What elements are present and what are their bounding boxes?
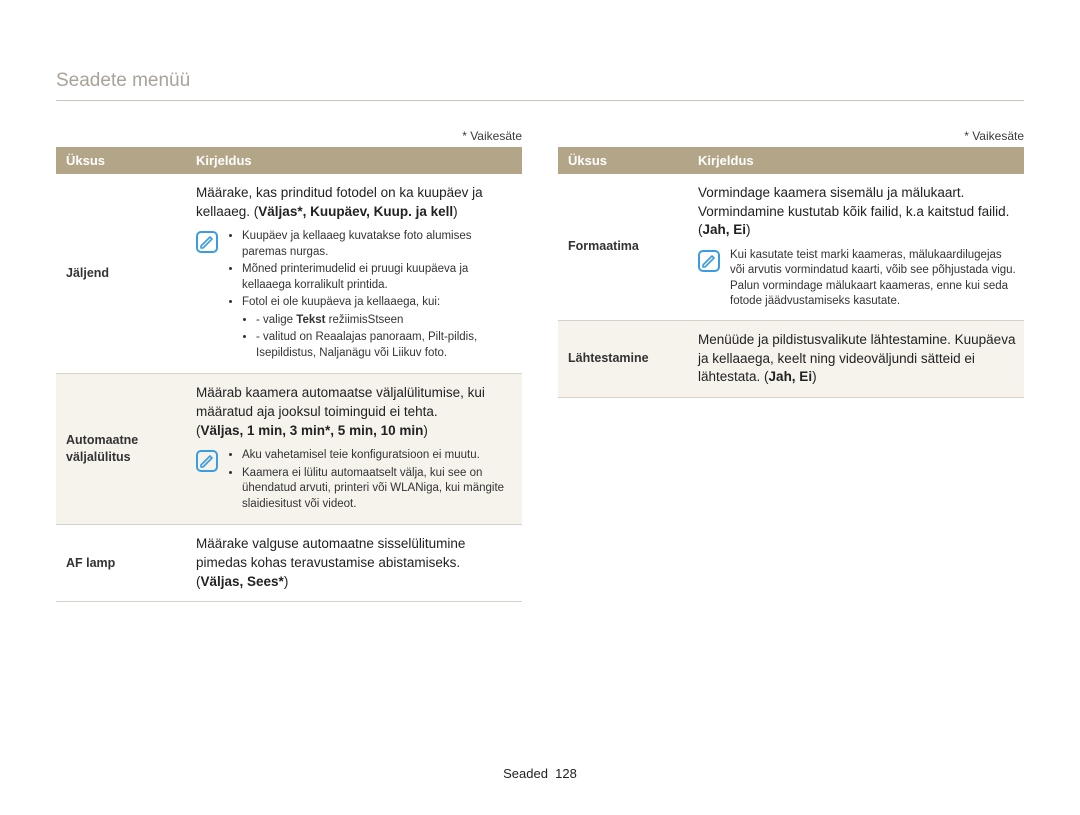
- info-body: Aku vahetamisel teie konfiguratsioon ei …: [228, 448, 514, 514]
- sub-bullet: valige Tekst režiimisStseen: [256, 313, 514, 329]
- item-label: Formaatima: [558, 174, 688, 320]
- page-title: Seadete menüü: [56, 70, 1024, 100]
- bullet-text: Fotol ei ole kuupäeva ja kellaaega, kui:: [242, 296, 440, 308]
- table-row: Automaatne väljalülitus Määrab kaamera a…: [56, 374, 522, 525]
- intro-post: ): [746, 222, 751, 237]
- table-header-row: Üksus Kirjeldus: [56, 147, 522, 174]
- intro-bold: Jah, Ei: [703, 222, 747, 237]
- footer-label: Seaded: [503, 766, 548, 781]
- header-item: Üksus: [56, 147, 186, 174]
- item-desc: Määrake, kas prinditud fotodel on ka kuu…: [186, 174, 522, 374]
- table-header-row: Üksus Kirjeldus: [558, 147, 1024, 174]
- item-label: Automaatne väljalülitus: [56, 374, 186, 525]
- info-body: Kui kasutate teist marki kaameras, mäluk…: [730, 248, 1016, 310]
- item-desc: Vormindage kaamera sisemälu ja mälukaart…: [688, 174, 1024, 320]
- info-block: Aku vahetamisel teie konfiguratsioon ei …: [196, 448, 514, 514]
- intro-bold: Jah, Ei: [769, 369, 813, 384]
- intro-bold: Väljas*, Kuupäev, Kuup. ja kell: [258, 204, 453, 219]
- opt-post: ): [423, 423, 428, 438]
- intro-post: ): [453, 204, 458, 219]
- page-footer: Seaded 128: [0, 766, 1080, 781]
- bullet: Fotol ei ole kuupäeva ja kellaaega, kui:…: [242, 295, 514, 361]
- default-note-left: * Vaikesäte: [56, 129, 522, 143]
- settings-table-right: Üksus Kirjeldus Formaatima Vormindage ka…: [558, 147, 1024, 398]
- opt-bold: Väljas, Sees*: [201, 574, 284, 589]
- bullet: Kuupäev ja kellaaeg kuvatakse foto alumi…: [242, 229, 514, 260]
- item-desc: Määrake valguse automaatne sisselülitumi…: [186, 525, 522, 602]
- bullet: Kaamera ei lülitu automaatselt välja, ku…: [242, 466, 514, 513]
- bullet: Aku vahetamisel teie konfiguratsioon ei …: [242, 448, 514, 464]
- item-label: AF lamp: [56, 525, 186, 602]
- bullet: Mõned printerimudelid ei pruugi kuupäeva…: [242, 262, 514, 293]
- header-desc: Kirjeldus: [688, 147, 1024, 174]
- footer-page-number: 128: [555, 766, 577, 781]
- content-columns: * Vaikesäte Üksus Kirjeldus Jäljend Määr…: [56, 129, 1024, 602]
- opt-bold: Väljas, 1 min, 3 min*, 5 min, 10 min: [201, 423, 424, 438]
- settings-table-left: Üksus Kirjeldus Jäljend Määrake, kas pri…: [56, 147, 522, 602]
- item-label: Jäljend: [56, 174, 186, 374]
- sub-bullet: valitud on Reaalajas panoraam, Pilt-pild…: [256, 330, 514, 361]
- table-row: Jäljend Määrake, kas prinditud fotodel o…: [56, 174, 522, 374]
- note-icon: [196, 231, 218, 253]
- info-body: Kuupäev ja kellaaeg kuvatakse foto alumi…: [228, 229, 514, 363]
- note-icon: [698, 250, 720, 272]
- intro-text: Määrake valguse automaatne sisselülitumi…: [196, 535, 514, 572]
- intro-text: Määrab kaamera automaatse väljalülitumis…: [196, 384, 514, 421]
- info-block: Kui kasutate teist marki kaameras, mäluk…: [698, 248, 1016, 310]
- default-note-right: * Vaikesäte: [558, 129, 1024, 143]
- item-label: Lähtestamine: [558, 320, 688, 397]
- info-block: Kuupäev ja kellaaeg kuvatakse foto alumi…: [196, 229, 514, 363]
- item-desc: Menüüde ja pildistusvalikute lähtestamin…: [688, 320, 1024, 397]
- right-column: * Vaikesäte Üksus Kirjeldus Formaatima V…: [558, 129, 1024, 602]
- note-icon: [196, 450, 218, 472]
- intro-text: Menüüde ja pildistusvalikute lähtestamin…: [698, 332, 1015, 384]
- table-row: Lähtestamine Menüüde ja pildistusvalikut…: [558, 320, 1024, 397]
- title-rule: [56, 100, 1024, 101]
- table-row: AF lamp Määrake valguse automaatne sisse…: [56, 525, 522, 602]
- header-item: Üksus: [558, 147, 688, 174]
- table-row: Formaatima Vormindage kaamera sisemälu j…: [558, 174, 1024, 320]
- header-desc: Kirjeldus: [186, 147, 522, 174]
- opt-post: ): [284, 574, 289, 589]
- item-desc: Määrab kaamera automaatse väljalülitumis…: [186, 374, 522, 525]
- left-column: * Vaikesäte Üksus Kirjeldus Jäljend Määr…: [56, 129, 522, 602]
- intro-post: ): [812, 369, 817, 384]
